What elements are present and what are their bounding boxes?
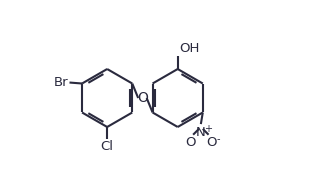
Text: O: O xyxy=(137,91,148,105)
Text: +: + xyxy=(204,124,212,134)
Text: O: O xyxy=(206,136,217,149)
Text: OH: OH xyxy=(179,42,200,55)
Text: -: - xyxy=(216,134,220,144)
Text: O: O xyxy=(185,136,196,149)
Text: N: N xyxy=(196,126,206,139)
Text: Br: Br xyxy=(54,76,69,89)
Text: Cl: Cl xyxy=(101,140,114,152)
